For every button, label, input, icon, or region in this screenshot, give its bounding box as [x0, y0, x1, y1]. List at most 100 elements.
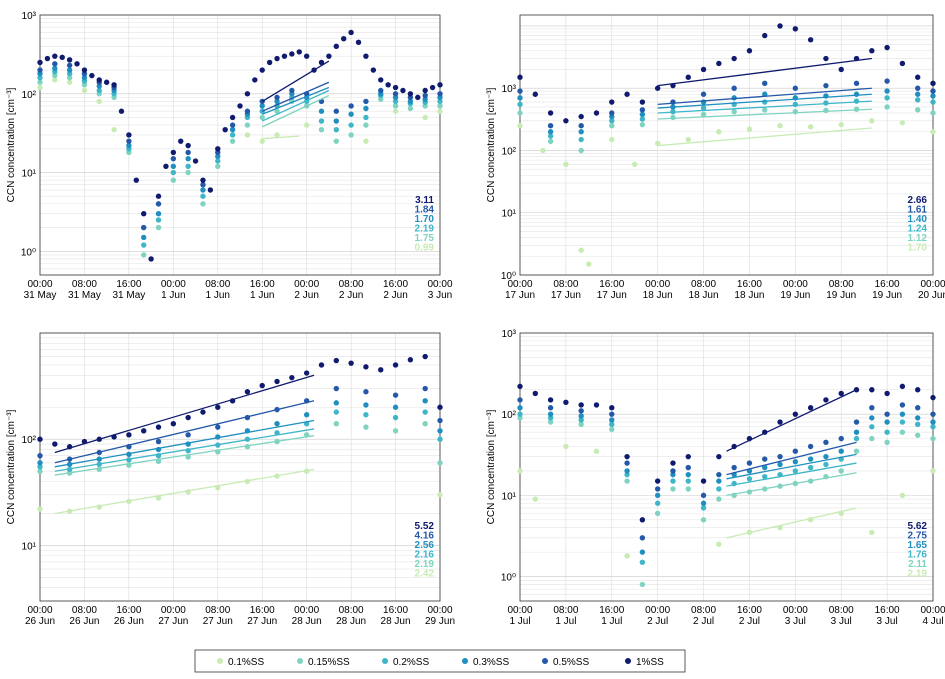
data-point	[716, 60, 722, 67]
growth-rate-label: 1.75	[415, 233, 435, 244]
data-point	[333, 409, 339, 415]
data-point	[363, 53, 369, 59]
data-point	[229, 114, 236, 121]
y-tick-label: 10⁰	[501, 271, 516, 282]
data-point	[215, 153, 221, 160]
data-point	[838, 468, 844, 474]
y-tick-label: 10¹	[502, 209, 517, 220]
series-0_5pctSS	[37, 61, 443, 231]
fit-line	[54, 419, 315, 468]
data-point	[185, 142, 191, 149]
data-point	[762, 464, 768, 471]
data-point	[654, 140, 661, 147]
data-point	[547, 411, 554, 417]
data-point	[333, 357, 339, 364]
gridlines	[519, 332, 934, 602]
data-point	[838, 435, 844, 442]
data-point	[853, 419, 860, 425]
data-point	[823, 55, 829, 62]
data-point	[930, 110, 936, 116]
y-tick-label: 10³	[502, 329, 517, 340]
data-point	[378, 367, 384, 373]
data-point	[392, 392, 399, 398]
data-point	[170, 155, 177, 162]
data-point	[103, 79, 110, 85]
data-point	[200, 177, 206, 183]
data-point	[133, 177, 139, 183]
x-tick-label: 00:00 27 Jun	[158, 605, 188, 627]
legend-box	[194, 649, 686, 673]
legend-label: 0.5%SS	[553, 657, 589, 668]
data-point	[200, 187, 206, 193]
growth-rate-label: 1.70	[415, 214, 435, 225]
data-point	[66, 74, 73, 81]
data-point	[437, 91, 443, 97]
data-point	[289, 374, 295, 381]
data-point	[532, 496, 538, 502]
x-tick-label: 08:00 19 Jun	[826, 279, 856, 301]
data-point	[624, 460, 630, 466]
data-point	[348, 122, 354, 128]
data-point	[624, 468, 630, 474]
fit-line	[657, 57, 872, 87]
data-point	[930, 435, 936, 442]
data-point	[333, 385, 339, 392]
data-point	[578, 129, 584, 135]
data-point	[578, 402, 584, 408]
data-point	[586, 261, 592, 267]
x-tick-label: 08:00 26 Jun	[69, 605, 99, 627]
y-tick-label: 10²	[502, 410, 517, 421]
data-point	[407, 91, 414, 97]
x-tick-label: 00:00 19 Jun	[780, 279, 810, 301]
data-point	[777, 123, 783, 129]
data-point	[685, 464, 691, 471]
data-point	[593, 448, 600, 454]
data-point	[853, 448, 860, 454]
data-point	[318, 126, 325, 133]
x-tick-label: 08:00 18 Jun	[689, 279, 719, 301]
data-point	[930, 424, 936, 430]
data-point	[700, 105, 707, 111]
data-point	[716, 486, 722, 492]
data-point	[884, 95, 890, 101]
data-point	[731, 55, 737, 62]
data-point	[685, 486, 691, 492]
data-point	[66, 62, 73, 68]
data-point	[422, 92, 428, 99]
data-point	[341, 36, 347, 42]
x-tick-label: 00:00 29 Jun	[425, 605, 455, 627]
data-point	[422, 353, 428, 360]
gridlines	[39, 14, 441, 276]
data-point	[259, 114, 265, 121]
legend-marker	[542, 658, 548, 664]
data-point	[792, 448, 799, 454]
series-1pctSS	[517, 23, 936, 124]
growth-rate-label: 1.12	[908, 233, 928, 244]
growth-rate-label: 1.84	[415, 205, 435, 216]
data-point	[215, 158, 221, 164]
data-point	[639, 116, 646, 122]
data-point	[762, 107, 768, 113]
data-point	[654, 510, 661, 517]
data-point	[915, 421, 921, 428]
x-tick-label: 08:00 28 Jun	[336, 605, 366, 627]
data-point	[540, 147, 546, 154]
data-point	[318, 362, 325, 368]
data-point	[437, 108, 443, 114]
data-point	[884, 44, 890, 51]
data-point	[422, 409, 428, 415]
data-point	[237, 103, 243, 109]
data-point	[259, 103, 265, 109]
data-point	[185, 169, 191, 176]
data-point	[148, 256, 154, 262]
data-point	[731, 464, 737, 471]
data-point	[930, 88, 936, 94]
data-point	[838, 66, 844, 73]
data-point	[215, 404, 221, 410]
data-point	[66, 79, 73, 85]
data-point	[930, 129, 936, 135]
data-point	[118, 108, 125, 114]
data-point	[200, 193, 206, 199]
data-point	[37, 436, 43, 442]
fit-line	[261, 81, 330, 112]
